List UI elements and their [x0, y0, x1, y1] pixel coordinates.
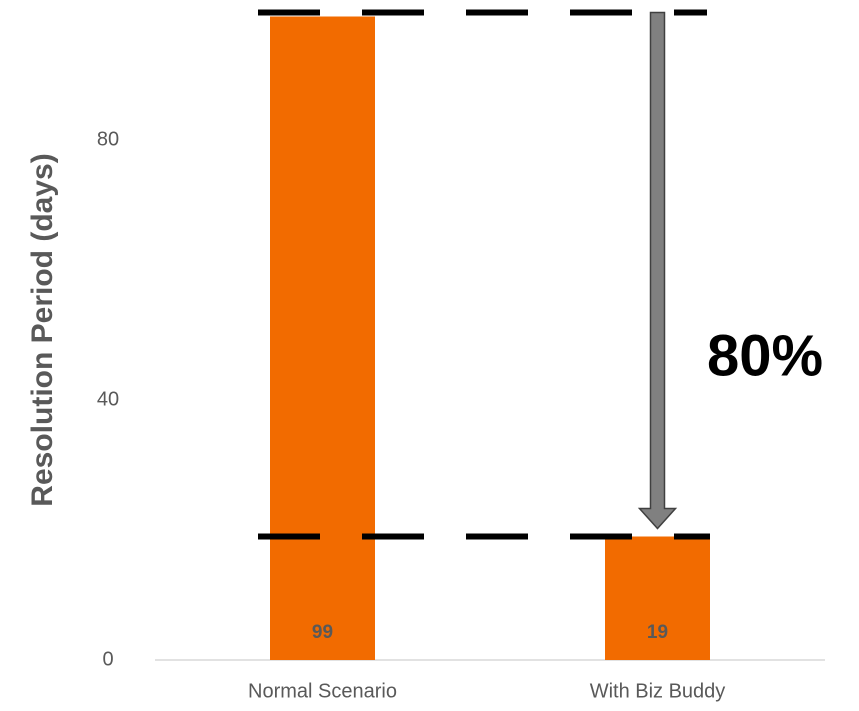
bar: [605, 536, 710, 660]
x-tick-label: Normal Scenario: [248, 680, 397, 702]
data-label: 19: [647, 622, 668, 643]
data-label: 99: [312, 622, 333, 643]
y-tick-label: 40: [97, 388, 119, 410]
y-tick-label: 0: [102, 648, 113, 670]
reduction-arrow: [637, 11, 678, 530]
reduction-annotation: 80%: [707, 323, 823, 388]
x-tick-label: With Biz Buddy: [590, 680, 726, 702]
y-axis-title: Resolution Period (days): [26, 153, 59, 506]
y-tick-label: 80: [97, 128, 119, 150]
bar: [270, 16, 375, 660]
